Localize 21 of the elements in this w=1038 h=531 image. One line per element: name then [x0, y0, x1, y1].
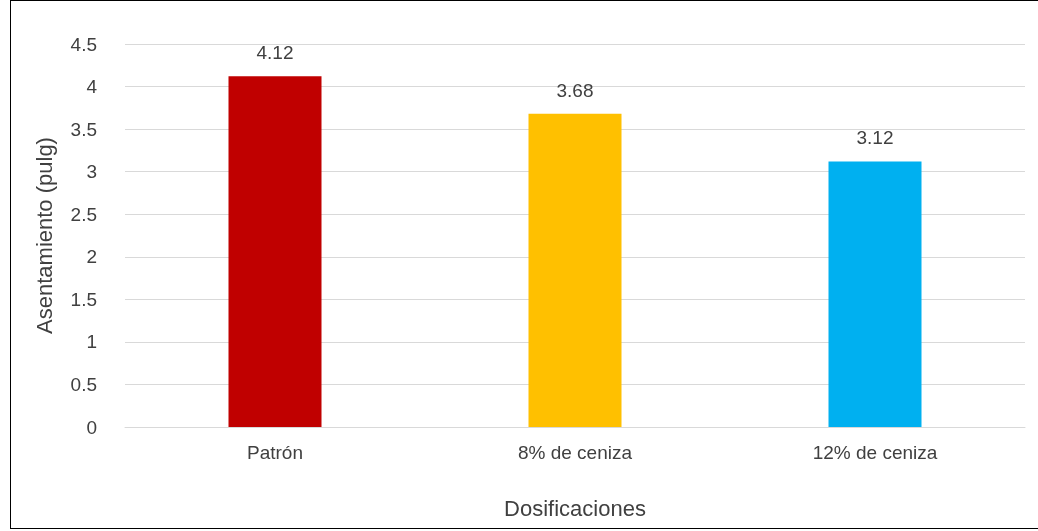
data-label: 3.68 — [556, 79, 594, 101]
bar — [828, 161, 922, 427]
x-tick-label: 12% de ceniza — [812, 442, 938, 463]
y-tick-label: 1.5 — [70, 288, 97, 310]
y-tick-label: 4 — [86, 76, 98, 98]
y-tick-label: 4.5 — [70, 33, 97, 55]
data-label: 3.12 — [856, 127, 894, 149]
y-tick-label: 0 — [86, 416, 97, 438]
bar — [528, 113, 622, 427]
x-tick-label: 8% de ceniza — [517, 442, 633, 463]
y-tick-label: 3.5 — [70, 118, 97, 140]
data-label: 4.12 — [256, 42, 294, 64]
y-tick-label: 2 — [86, 246, 97, 268]
bar — [228, 76, 322, 427]
x-axis-title: Dosificaciones — [504, 495, 646, 521]
y-tick-label: 3 — [86, 161, 97, 183]
y-tick-label: 1 — [86, 331, 97, 353]
y-tick-label: 0.5 — [70, 373, 97, 395]
x-tick-label: Patrón — [247, 442, 303, 463]
y-tick-label: 2.5 — [70, 203, 97, 225]
y-axis-title: Asentamiento (pulg) — [31, 137, 57, 334]
